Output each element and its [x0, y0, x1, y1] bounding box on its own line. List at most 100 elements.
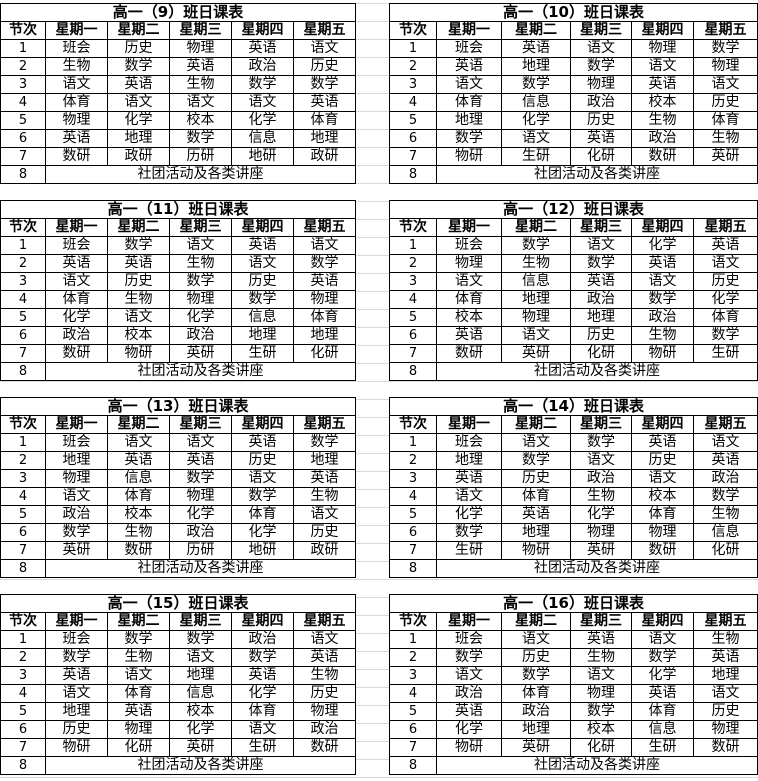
column-header[interactable]: 星期五 [292, 21, 357, 40]
column-header[interactable]: 星期一 [436, 415, 502, 434]
subject-cell[interactable]: 历史 [570, 111, 632, 130]
subject-cell[interactable]: 物理 [501, 308, 571, 327]
subject-cell[interactable]: 物理 [169, 487, 232, 506]
subject-cell[interactable]: 英语 [692, 236, 758, 255]
subject-cell[interactable]: 数学 [631, 290, 694, 309]
column-header[interactable]: 星期三 [169, 612, 232, 631]
subject-cell[interactable]: 语文 [169, 236, 232, 255]
subject-cell[interactable]: 生研 [231, 344, 294, 363]
subject-cell[interactable]: 体育 [436, 290, 502, 309]
period-number[interactable]: 8 [389, 165, 437, 184]
subject-cell[interactable]: 校本 [631, 93, 694, 112]
subject-cell[interactable]: 语文 [45, 684, 108, 703]
subject-cell[interactable]: 生物 [107, 523, 170, 542]
subject-cell[interactable]: 英语 [501, 39, 571, 58]
subject-cell[interactable]: 数学 [501, 236, 571, 255]
subject-cell[interactable]: 地理 [169, 666, 232, 685]
subject-cell[interactable]: 历史 [501, 469, 571, 488]
subject-cell[interactable]: 地理 [436, 111, 502, 130]
subject-cell[interactable]: 英语 [436, 469, 502, 488]
subject-cell[interactable]: 英语 [169, 57, 232, 76]
timetable-title[interactable]: 高一（12）班日课表 [388, 200, 758, 219]
subject-cell[interactable]: 生研 [231, 738, 294, 757]
subject-cell[interactable]: 数学 [107, 236, 170, 255]
period-number[interactable]: 4 [389, 684, 437, 703]
activity-cell[interactable]: 社团活动及各类讲座 [44, 756, 357, 775]
subject-cell[interactable]: 生物 [692, 505, 758, 524]
subject-cell[interactable]: 物研 [107, 344, 170, 363]
subject-cell[interactable]: 数学 [436, 648, 502, 667]
subject-cell[interactable]: 体育 [692, 111, 758, 130]
subject-cell[interactable]: 体育 [107, 684, 170, 703]
subject-cell[interactable]: 政治 [169, 326, 232, 345]
subject-cell[interactable]: 语文 [501, 630, 571, 649]
column-header[interactable]: 星期二 [107, 21, 170, 40]
period-number[interactable]: 5 [0, 505, 46, 524]
column-header[interactable]: 节次 [389, 415, 437, 434]
subject-cell[interactable]: 政治 [570, 93, 632, 112]
subject-cell[interactable]: 化学 [231, 523, 294, 542]
period-number[interactable]: 6 [389, 523, 437, 542]
period-number[interactable]: 1 [0, 39, 46, 58]
period-number[interactable]: 1 [389, 39, 437, 58]
subject-cell[interactable]: 政治 [692, 469, 758, 488]
subject-cell[interactable]: 生物 [692, 630, 758, 649]
subject-cell[interactable]: 班会 [436, 236, 502, 255]
subject-cell[interactable]: 校本 [107, 326, 170, 345]
subject-cell[interactable]: 物理 [570, 523, 632, 542]
subject-cell[interactable]: 数学 [692, 487, 758, 506]
subject-cell[interactable]: 物理 [631, 39, 694, 58]
activity-cell[interactable]: 社团活动及各类讲座 [435, 362, 758, 381]
column-header[interactable]: 星期二 [501, 612, 571, 631]
subject-cell[interactable]: 校本 [436, 308, 502, 327]
subject-cell[interactable]: 政治 [570, 469, 632, 488]
period-number[interactable]: 3 [0, 666, 46, 685]
subject-cell[interactable]: 物理 [692, 720, 758, 739]
subject-cell[interactable]: 语文 [436, 272, 502, 291]
subject-cell[interactable]: 化学 [107, 111, 170, 130]
subject-cell[interactable]: 数研 [631, 541, 694, 560]
subject-cell[interactable]: 语文 [570, 666, 632, 685]
subject-cell[interactable]: 政治 [45, 326, 108, 345]
subject-cell[interactable]: 英语 [107, 451, 170, 470]
period-number[interactable]: 5 [389, 702, 437, 721]
subject-cell[interactable]: 语文 [45, 272, 108, 291]
column-header[interactable]: 节次 [0, 21, 46, 40]
column-header[interactable]: 星期四 [231, 415, 294, 434]
period-number[interactable]: 8 [0, 756, 46, 775]
subject-cell[interactable]: 数学 [107, 630, 170, 649]
subject-cell[interactable]: 英语 [692, 648, 758, 667]
subject-cell[interactable]: 数学 [231, 290, 294, 309]
subject-cell[interactable]: 数学 [107, 57, 170, 76]
subject-cell[interactable]: 地理 [45, 702, 108, 721]
subject-cell[interactable]: 政治 [570, 290, 632, 309]
subject-cell[interactable]: 地理 [292, 451, 357, 470]
subject-cell[interactable]: 化研 [107, 738, 170, 757]
column-header[interactable]: 节次 [0, 612, 46, 631]
subject-cell[interactable]: 政治 [631, 129, 694, 148]
period-number[interactable]: 6 [0, 129, 46, 148]
timetable-title[interactable]: 高一（11）班日课表 [0, 200, 357, 219]
subject-cell[interactable]: 班会 [45, 433, 108, 452]
period-number[interactable]: 2 [389, 648, 437, 667]
subject-cell[interactable]: 物研 [436, 738, 502, 757]
subject-cell[interactable]: 数研 [107, 541, 170, 560]
period-number[interactable]: 7 [389, 147, 437, 166]
column-header[interactable]: 星期五 [692, 218, 758, 237]
period-number[interactable]: 4 [389, 93, 437, 112]
subject-cell[interactable]: 体育 [292, 111, 357, 130]
subject-cell[interactable]: 生物 [501, 254, 571, 273]
subject-cell[interactable]: 英语 [292, 93, 357, 112]
subject-cell[interactable]: 语文 [231, 254, 294, 273]
subject-cell[interactable]: 地理 [501, 290, 571, 309]
activity-cell[interactable]: 社团活动及各类讲座 [435, 559, 758, 578]
subject-cell[interactable]: 政治 [45, 505, 108, 524]
subject-cell[interactable]: 体育 [631, 505, 694, 524]
subject-cell[interactable]: 政研 [292, 541, 357, 560]
subject-cell[interactable]: 校本 [631, 487, 694, 506]
subject-cell[interactable]: 英研 [501, 738, 571, 757]
subject-cell[interactable]: 信息 [107, 469, 170, 488]
subject-cell[interactable]: 历研 [169, 147, 232, 166]
subject-cell[interactable]: 语文 [570, 39, 632, 58]
subject-cell[interactable]: 语文 [501, 129, 571, 148]
